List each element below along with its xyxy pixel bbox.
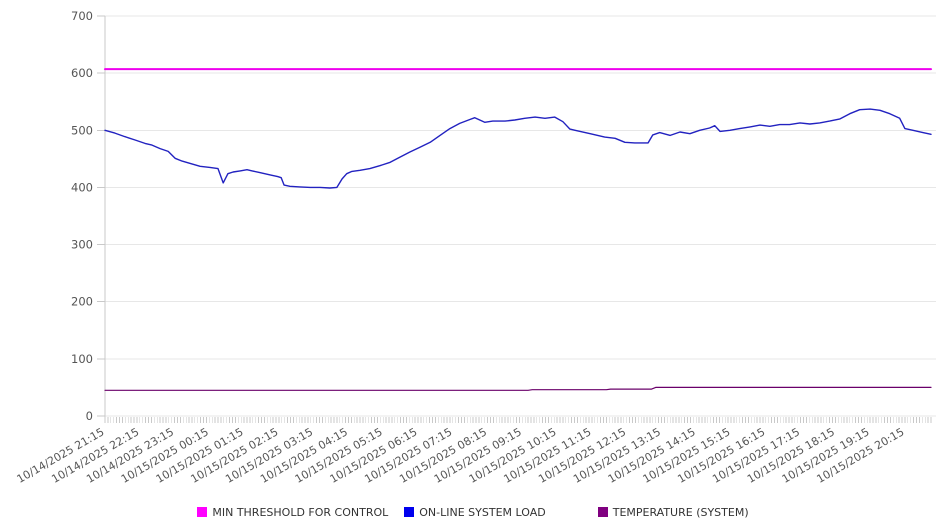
svg-text:200: 200 [71, 295, 93, 309]
min-threshold-swatch-icon [197, 507, 208, 517]
legend-label: TEMPERATURE (SYSTEM) [612, 505, 749, 519]
temperature-swatch-icon [597, 507, 608, 517]
legend-item-system-load[interactable]: ON-LINE SYSTEM LOAD [404, 505, 546, 519]
legend-label: MIN THRESHOLD FOR CONTROL [212, 505, 389, 519]
system-load-swatch-icon [404, 507, 415, 517]
svg-text:500: 500 [71, 123, 93, 137]
svg-text:0: 0 [86, 409, 93, 423]
legend-label: ON-LINE SYSTEM LOAD [419, 505, 546, 519]
svg-text:700: 700 [71, 9, 93, 23]
svg-text:600: 600 [71, 66, 93, 80]
legend-item-min-threshold[interactable]: MIN THRESHOLD FOR CONTROL [197, 506, 388, 519]
chart-legend: MIN THRESHOLD FOR CONTROL ON-LINE SYSTEM… [0, 504, 946, 520]
svg-text:400: 400 [71, 180, 93, 194]
svg-text:100: 100 [71, 352, 93, 366]
legend-item-temperature[interactable]: TEMPERATURE (SYSTEM) [597, 505, 749, 519]
svg-text:300: 300 [71, 238, 93, 252]
